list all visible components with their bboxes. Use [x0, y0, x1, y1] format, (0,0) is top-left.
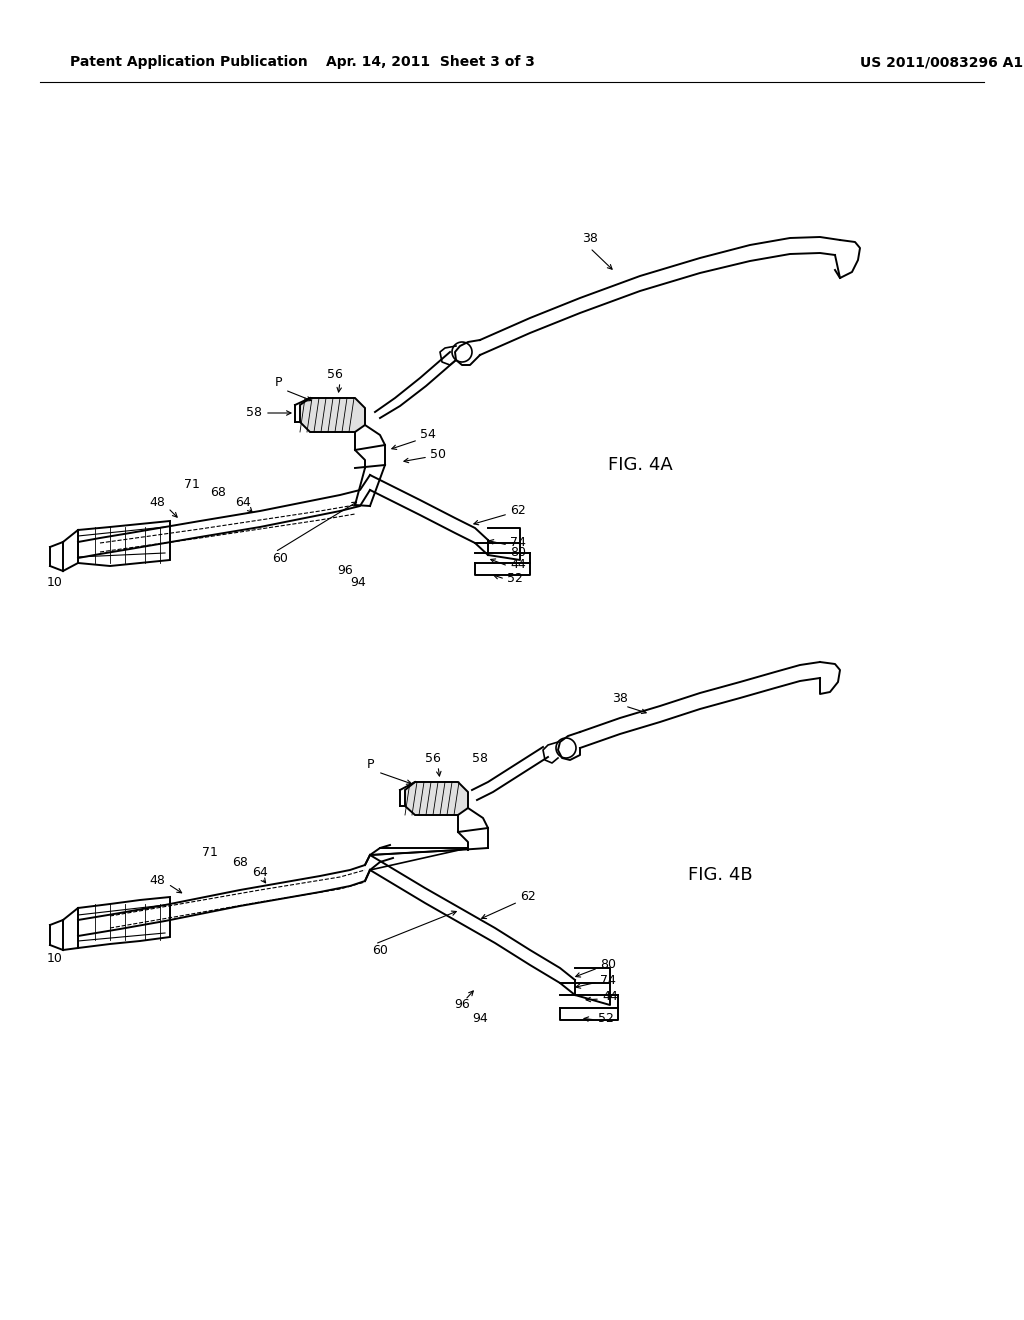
- Text: P: P: [367, 758, 374, 771]
- Text: 94: 94: [472, 1011, 487, 1024]
- Text: Apr. 14, 2011  Sheet 3 of 3: Apr. 14, 2011 Sheet 3 of 3: [326, 55, 535, 69]
- Text: 58: 58: [246, 405, 262, 418]
- Text: 64: 64: [236, 496, 251, 510]
- Text: 94: 94: [350, 577, 366, 590]
- Text: FIG. 4B: FIG. 4B: [688, 866, 753, 884]
- Text: 62: 62: [520, 891, 536, 903]
- Text: 80: 80: [600, 958, 616, 972]
- Text: 80: 80: [510, 545, 526, 558]
- Polygon shape: [406, 781, 468, 814]
- Text: 44: 44: [510, 557, 525, 570]
- Text: 38: 38: [612, 692, 628, 705]
- Text: 44: 44: [602, 990, 617, 1003]
- Text: 48: 48: [150, 496, 165, 510]
- Text: 74: 74: [510, 536, 526, 549]
- Text: 60: 60: [372, 944, 388, 957]
- Text: 48: 48: [150, 874, 165, 887]
- Text: 10: 10: [47, 952, 62, 965]
- Text: 68: 68: [232, 857, 248, 870]
- Text: 68: 68: [210, 487, 226, 499]
- Text: 62: 62: [510, 503, 525, 516]
- Text: 60: 60: [272, 552, 288, 565]
- Text: 56: 56: [425, 751, 441, 764]
- Text: FIG. 4A: FIG. 4A: [607, 455, 673, 474]
- Text: 50: 50: [430, 449, 446, 462]
- Text: 58: 58: [472, 751, 488, 764]
- Text: 38: 38: [582, 231, 598, 244]
- Text: 71: 71: [202, 846, 218, 859]
- Polygon shape: [300, 399, 365, 432]
- Text: US 2011/0083296 A1: US 2011/0083296 A1: [860, 55, 1023, 69]
- Text: 74: 74: [600, 974, 615, 986]
- Text: P: P: [274, 375, 282, 388]
- Text: 54: 54: [420, 429, 436, 441]
- Text: 52: 52: [507, 572, 523, 585]
- Text: 52: 52: [598, 1011, 613, 1024]
- Text: 56: 56: [327, 368, 343, 381]
- Text: 96: 96: [337, 564, 353, 577]
- Text: 10: 10: [47, 576, 62, 589]
- Text: 71: 71: [184, 478, 200, 491]
- Text: Patent Application Publication: Patent Application Publication: [70, 55, 308, 69]
- Text: 64: 64: [252, 866, 268, 879]
- Text: 96: 96: [454, 998, 470, 1011]
